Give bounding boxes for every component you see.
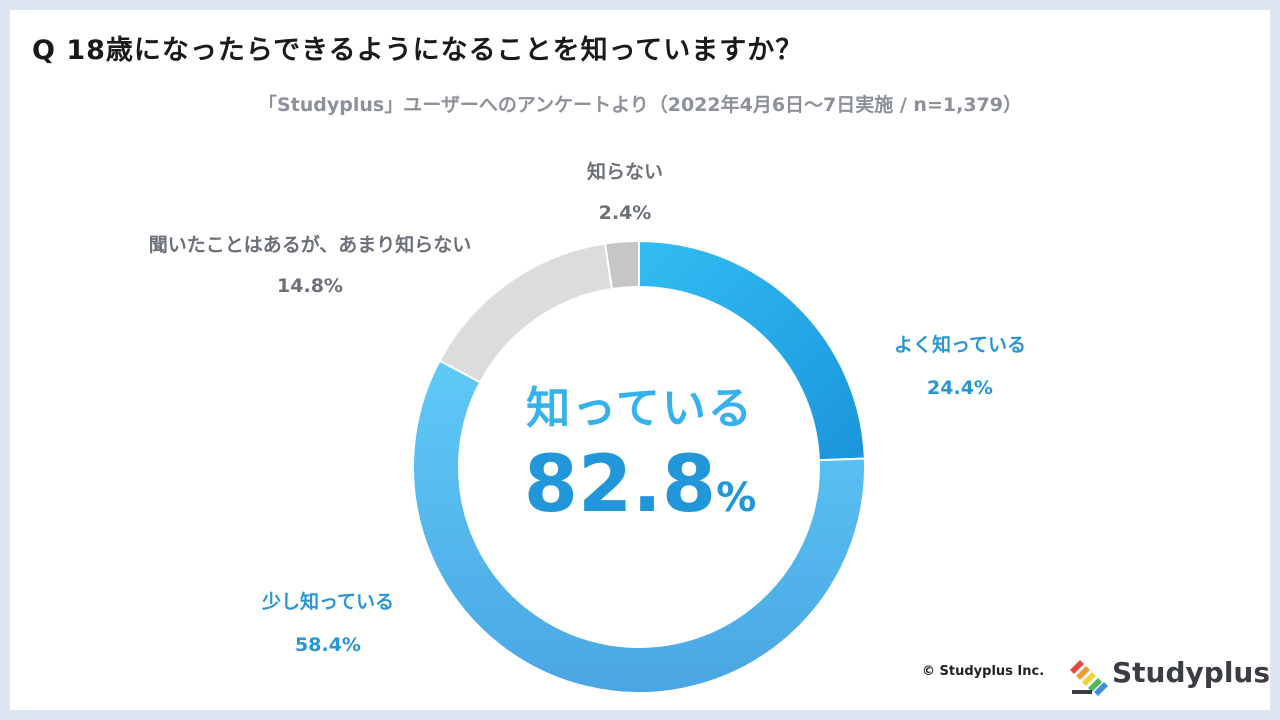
center-value: 82.8% [440, 440, 840, 530]
slice-label-knows-little: 少し知っている 58.4% [228, 587, 428, 656]
center-value-unit: % [716, 475, 757, 521]
chart-card [10, 10, 1270, 710]
slice-value-knows-well: 24.4% [927, 377, 993, 399]
slice-label-heard-not-know: 聞いたことはあるが、あまり知らない 14.8% [80, 230, 540, 297]
studyplus-logo: Studyplus [1066, 650, 1270, 696]
slice-label-does-not-know: 知らない 2.4% [540, 157, 710, 224]
slice-category-knows-little: 少し知っている [261, 591, 395, 613]
slice-value-knows-little: 58.4% [295, 634, 361, 656]
slice-category-heard-not-know: 聞いたことはあるが、あまり知らない [148, 234, 472, 256]
slice-category-does-not-know: 知らない [586, 161, 663, 183]
slice-category-knows-well: よく知っている [893, 334, 1027, 356]
copyright-text: © Studyplus Inc. [922, 664, 1045, 679]
slice-value-heard-not-know: 14.8% [277, 275, 343, 297]
slice-knows-little [412, 359, 866, 694]
survey-subtitle: 「Studyplus」ユーザーへのアンケートより（2022年4月6日〜7日実施 … [258, 94, 1022, 116]
studyplus-logo-icon [1070, 660, 1108, 696]
slice-does-not-know [603, 239, 640, 291]
studyplus-logo-text: Studyplus [1112, 656, 1271, 689]
slice-value-does-not-know: 2.4% [598, 202, 652, 224]
question-title: Q 18歳になったらできるようになることを知っていますか？ [32, 35, 804, 66]
center-label: 知っている [526, 383, 754, 434]
slice-label-knows-well: よく知っている 24.4% [860, 330, 1060, 399]
center-value-number: 82.8 [523, 440, 717, 530]
